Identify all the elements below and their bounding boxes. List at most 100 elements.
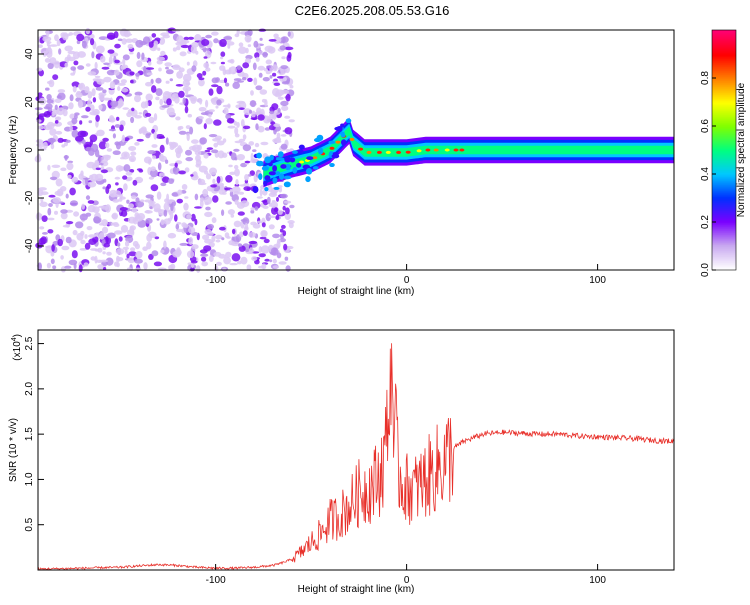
noise-speckle xyxy=(92,97,97,103)
noise-speckle xyxy=(114,43,121,49)
noise-speckle xyxy=(194,34,202,43)
noise-speckle xyxy=(46,262,52,269)
noise-speckle xyxy=(65,236,72,244)
noise-speckle xyxy=(211,217,217,224)
noise-speckle xyxy=(84,234,88,239)
noise-speckle xyxy=(78,264,83,273)
noise-speckle xyxy=(64,62,69,68)
noise-speckle xyxy=(56,95,62,99)
noise-speckle xyxy=(189,95,198,102)
noise-speckle xyxy=(148,231,157,238)
noise-speckle xyxy=(273,82,281,87)
noise-speckle xyxy=(222,68,227,76)
noise-speckle xyxy=(131,195,137,200)
colorbar-step xyxy=(712,40,736,43)
noise-speckle xyxy=(55,107,65,116)
x-tick-label: -100 xyxy=(206,275,226,286)
noise-speckle xyxy=(151,250,159,257)
colorbar-step xyxy=(712,146,736,149)
colorbar-step xyxy=(712,244,736,247)
noise-speckle xyxy=(38,187,47,191)
noise-speckle xyxy=(259,89,268,95)
noise-speckle xyxy=(105,235,109,244)
noise-speckle xyxy=(130,151,137,156)
noise-speckle xyxy=(50,143,55,150)
noise-speckle xyxy=(244,174,249,181)
noise-speckle xyxy=(266,196,271,205)
noise-speckle xyxy=(52,197,61,204)
colorbar-tick-label: 0.2 xyxy=(700,215,711,229)
x-tick-label: -100 xyxy=(206,575,226,586)
ridge-blob xyxy=(313,137,322,143)
noise-speckle xyxy=(221,237,225,241)
noise-speckle xyxy=(85,195,91,200)
colorbar-step xyxy=(712,242,736,245)
colorbar-step xyxy=(712,132,736,135)
noise-speckle xyxy=(120,210,128,217)
colorbar-step xyxy=(712,262,736,265)
y-tick-label: 1.5 xyxy=(24,427,35,441)
noise-speckle xyxy=(267,46,276,54)
colorbar-step xyxy=(712,176,736,179)
noise-speckle xyxy=(62,108,68,117)
ridge-blob xyxy=(305,167,313,175)
noise-speckle xyxy=(54,98,62,104)
colorbar-step xyxy=(712,224,736,227)
noise-speckle xyxy=(86,226,93,231)
noise-speckle xyxy=(109,81,116,90)
noise-speckle xyxy=(134,94,141,103)
noise-speckle xyxy=(235,179,239,186)
noise-speckle xyxy=(259,236,267,240)
noise-speckle xyxy=(146,72,153,76)
noise-speckle xyxy=(130,79,134,84)
noise-speckle xyxy=(190,174,194,177)
colorbar-step xyxy=(712,188,736,191)
noise-speckle xyxy=(265,70,271,75)
noise-speckle xyxy=(122,54,130,61)
ridge-hotspot xyxy=(416,149,422,153)
noise-speckle xyxy=(210,184,218,188)
ridge-hotspot xyxy=(299,160,305,164)
ridge-blob xyxy=(277,151,284,158)
ridge-blob xyxy=(279,173,285,180)
noise-speckle xyxy=(73,211,80,217)
noise-speckle xyxy=(269,75,273,79)
colorbar-step xyxy=(712,76,736,79)
noise-speckle xyxy=(163,209,168,217)
noise-speckle xyxy=(88,234,96,238)
ridge-blob xyxy=(340,133,346,138)
noise-speckle xyxy=(129,52,134,55)
noise-speckle xyxy=(216,85,223,95)
noise-speckle xyxy=(234,199,239,205)
noise-speckle xyxy=(118,198,123,202)
noise-speckle xyxy=(129,169,135,173)
noise-speckle xyxy=(106,183,112,189)
noise-speckle xyxy=(161,105,170,108)
noise-speckle xyxy=(101,226,109,234)
noise-speckle xyxy=(265,213,271,222)
noise-speckle xyxy=(165,137,169,145)
noise-speckle xyxy=(51,244,55,252)
colorbar-step xyxy=(712,218,736,221)
noise-speckle xyxy=(237,80,245,83)
ridge-blob xyxy=(328,140,336,144)
noise-speckle xyxy=(102,186,106,190)
noise-speckle xyxy=(85,177,89,186)
noise-speckle xyxy=(185,149,192,156)
noise-speckle xyxy=(216,176,221,184)
noise-speckle xyxy=(289,85,294,89)
noise-speckle xyxy=(164,92,172,96)
colorbar-step xyxy=(712,198,736,201)
noise-speckle xyxy=(117,38,123,42)
noise-speckle xyxy=(107,232,116,239)
noise-speckle xyxy=(145,93,153,102)
noise-speckle xyxy=(250,158,258,164)
noise-speckle xyxy=(148,116,155,124)
ridge-blob xyxy=(334,126,343,131)
noise-speckle xyxy=(227,125,236,129)
noise-speckle xyxy=(277,185,283,188)
noise-speckle xyxy=(176,198,183,204)
noise-speckle xyxy=(122,107,129,110)
noise-speckle xyxy=(233,78,242,81)
noise-speckle xyxy=(246,187,251,191)
